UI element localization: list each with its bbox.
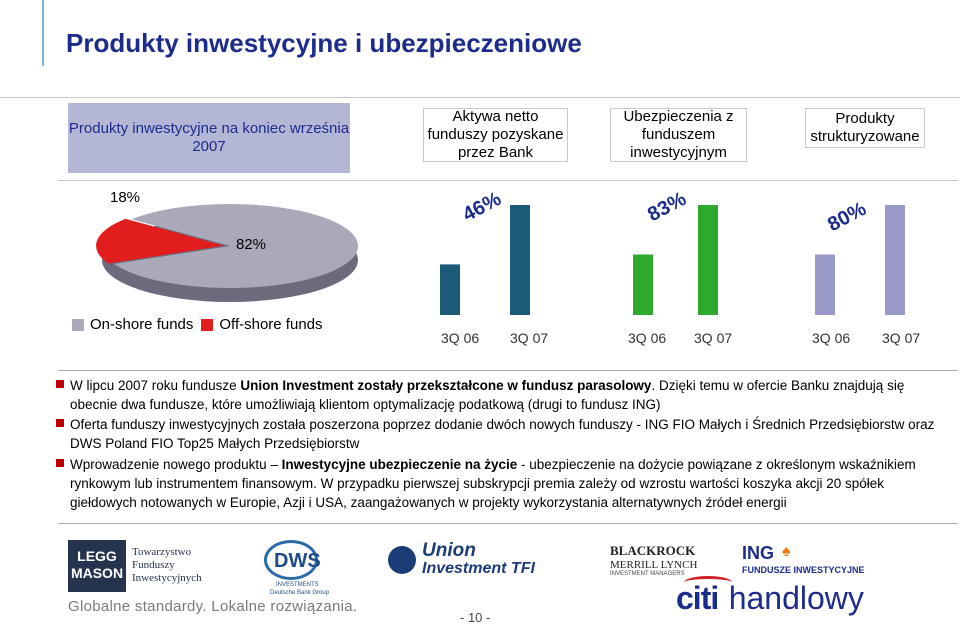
- union-investment-logo: Union Investment TFI: [388, 540, 558, 586]
- bar-3q06: [440, 264, 460, 315]
- bullet-box: [58, 370, 958, 524]
- bar-charts: [440, 205, 905, 315]
- bullet-item: Wprowadzenie nowego produktu – Inwestycy…: [56, 455, 946, 512]
- header-insurance: Ubezpieczenia z funduszem inwestycyjnym: [610, 108, 747, 162]
- dws-logo: DWS INVESTMENTS Deutsche Bank Group: [256, 540, 338, 600]
- bar-3q07: [510, 205, 530, 315]
- pie-slice-onshore: [114, 204, 358, 288]
- tick-structured-3q07: 3Q 07: [882, 330, 921, 346]
- bar-3q06: [815, 254, 835, 315]
- page-title: Produkty inwestycyjne i ubezpieczeniowe: [66, 28, 582, 58]
- title-divider: [0, 97, 960, 98]
- bullet-item: W lipcu 2007 roku fundusze Union Investm…: [56, 376, 946, 414]
- bullet-marker: [56, 459, 64, 467]
- bar-3q07: [698, 205, 718, 315]
- legg-mason-logo: LEGG MASON Towarzystwo Funduszy Inwestycyjn…: [68, 540, 216, 592]
- tick-insurance-3q06: 3Q 06: [628, 330, 667, 346]
- header-investment-products: Produkty inwestycyjne na koniec września…: [68, 103, 350, 173]
- pie-label-onshore: 82%: [236, 236, 267, 253]
- ing-logo: ING ♠ FUNDUSZE INWESTYCYJNE: [742, 543, 865, 575]
- bar-3q07: [885, 205, 905, 315]
- tick-structured-3q06: 3Q 06: [812, 330, 851, 346]
- legend-offshore: Off-shore funds: [219, 316, 323, 333]
- bullet-marker: [56, 419, 64, 427]
- ing-lion-icon: ♠: [782, 543, 791, 560]
- pie-legend: On-shore funds Off-shore funds: [72, 316, 323, 333]
- pie-slice-offshore: [96, 218, 225, 264]
- slogan: Globalne standardy. Lokalne rozwiązania.: [68, 598, 358, 615]
- decor-vertical-line: [42, 0, 44, 66]
- tick-insurance-3q07: 3Q 07: [694, 330, 733, 346]
- legend-swatch-onshore: [72, 318, 84, 331]
- pie-label-offshore: 18%: [110, 189, 141, 206]
- bullet-item: Oferta funduszy inwestycyjnych została p…: [56, 415, 946, 453]
- legend-swatch-offshore: [201, 318, 214, 331]
- pie-chart: [96, 204, 358, 302]
- header-structured-products: Produkty strukturyzowane: [805, 108, 925, 148]
- legend-onshore: On-shore funds: [90, 316, 194, 333]
- blackrock-logo: BLACKROCK MERRILL LYNCH INVESTMENT MANAG…: [610, 543, 698, 577]
- tick-assets-3q06: 3Q 06: [441, 330, 480, 346]
- bar-3q06: [633, 254, 653, 315]
- tick-assets-3q07: 3Q 07: [510, 330, 549, 346]
- charts-panel: [58, 180, 958, 349]
- citi-handlowy-logo: citi handlowy: [676, 576, 896, 624]
- page-number: - 10 -: [460, 610, 491, 625]
- bullet-marker: [56, 380, 64, 388]
- header-fund-assets: Aktywa netto funduszy pozyskane przez Ba…: [423, 108, 568, 162]
